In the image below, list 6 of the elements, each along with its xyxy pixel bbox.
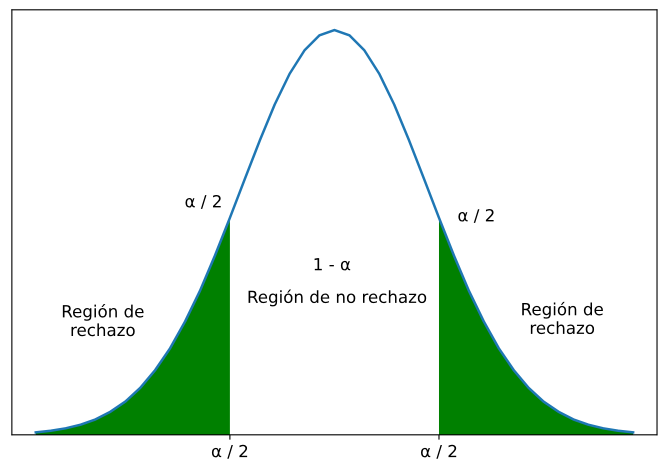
annotation: Región de no rechazo — [248, 290, 426, 306]
annotation: 1 - α — [314, 258, 350, 270]
annotation: Región de rechazo — [522, 302, 603, 334]
annotation: α / 2 — [185, 194, 221, 209]
annotation: α / 2 — [458, 208, 494, 223]
annotation: Región de rechazo — [62, 304, 144, 336]
